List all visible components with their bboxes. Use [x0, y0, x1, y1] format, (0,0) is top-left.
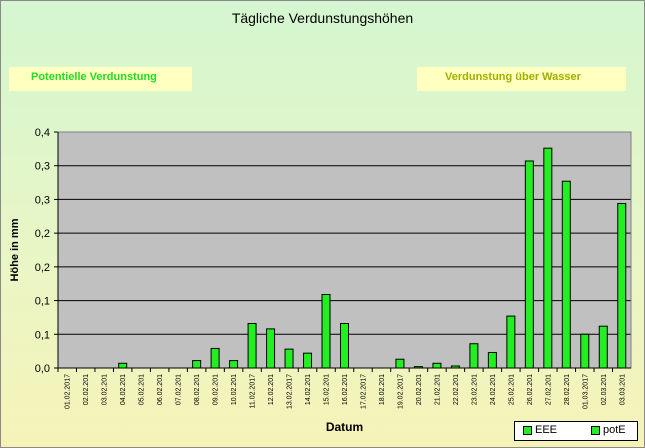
x-tick-label: 06.02.201 — [157, 374, 164, 405]
bar-pote — [617, 202, 627, 369]
panel-potential-evaporation: Potentielle Verdunstung — [9, 67, 192, 91]
x-tick-label: 04.02.201 — [120, 374, 127, 405]
x-tick-label: 27.02.201 — [545, 374, 552, 405]
bar-pote — [321, 294, 331, 369]
bar-pote — [487, 351, 497, 369]
y-tick-label: 0,3 — [35, 194, 50, 206]
bar-pote — [561, 180, 571, 369]
bar-pote — [395, 358, 405, 369]
x-tick-label: 15.02.201 — [324, 374, 331, 405]
legend-label-pote: potE — [603, 424, 626, 436]
x-tick-label: 20.02.201 — [416, 374, 423, 405]
bar-pote — [469, 343, 479, 369]
x-tick-label: 22.02.201 — [453, 374, 460, 405]
x-tick-label: 03.02.201 — [102, 374, 109, 405]
bars — [118, 147, 627, 369]
legend-swatch-eee — [523, 426, 532, 435]
x-tick-label: 09.02.201 — [213, 374, 220, 405]
x-tick-label: 21.02.201 — [434, 374, 441, 405]
x-tick-label: 24.02.201 — [490, 374, 497, 405]
bar-pote — [303, 352, 313, 369]
y-tick-label: 0,2 — [35, 262, 50, 274]
bar-pote — [506, 315, 516, 369]
bar-pote — [524, 160, 534, 369]
x-tick-label: 19.02.2017 — [397, 374, 404, 409]
x-tick-label: 03.03.201 — [619, 374, 626, 405]
x-tick-label: 16.02.201 — [342, 374, 349, 405]
bar-pote — [210, 347, 220, 369]
bar-pote — [229, 360, 239, 369]
x-tick-label: 25.02.201 — [508, 374, 515, 405]
bar-pote — [192, 360, 202, 369]
bar-pote — [543, 147, 553, 369]
bar-pote — [247, 322, 257, 369]
y-tick-label: 0,1 — [35, 296, 50, 308]
legend-label-eee: EEE — [535, 424, 558, 436]
bar-pote — [266, 328, 276, 369]
x-tick-label: 14.02.201 — [305, 374, 312, 405]
legend-swatch-pote — [591, 426, 600, 435]
x-tick-label: 23.02.201 — [471, 374, 478, 405]
x-tick-label: 13.02.2017 — [287, 374, 294, 409]
x-tick-labels: 01.02.2017 02.02.201 03.02.201 04.02.201 05.… — [57, 368, 626, 409]
y-tick-label: 0,2 — [35, 228, 50, 240]
bar-pote — [340, 322, 349, 369]
legend: EEE potE — [514, 421, 638, 441]
bar-pote — [432, 362, 442, 369]
bar-pote — [580, 333, 590, 369]
x-tick-label: 11.02.2017 — [250, 374, 257, 409]
bar-pote — [598, 325, 608, 369]
x-tick-label: 02.03.201 — [601, 374, 608, 405]
x-tick-label: 01.02.2017 — [65, 374, 72, 409]
x-tick-label: 26.02.201 — [527, 374, 534, 405]
x-axis-label: Datum — [326, 420, 363, 434]
y-axis-label: Höhe in mm — [9, 218, 21, 281]
y-tick-label: 0,4 — [35, 127, 50, 139]
bar-pote — [284, 348, 294, 369]
x-tick-label: 28.02.201 — [564, 374, 571, 405]
y-tick-labels: 0,0 0,1 0,1 0,2 0,2 0,3 0,3 0,4 — [35, 127, 50, 375]
bar-pote — [118, 362, 128, 369]
x-tick-label: 12.02.201 — [268, 374, 275, 405]
x-tick-label: 08.02.201 — [194, 374, 201, 405]
x-tick-label: 10.02.201 — [231, 374, 238, 405]
x-tick-label: 01.03.2017 — [582, 374, 589, 409]
panel-water-evaporation: Verdunstung über Wasser — [417, 67, 626, 91]
y-tick-label: 0,0 — [35, 363, 50, 375]
chart-title: Tägliche Verdunstungshöhen — [231, 10, 414, 26]
x-tick-label: 18.02.201 — [379, 374, 386, 405]
x-tick-label: 07.02.201 — [176, 374, 183, 405]
axes — [57, 131, 632, 369]
x-tick-label: 05.02.201 — [139, 374, 146, 405]
x-tick-label: 17.02.2017 — [360, 374, 367, 409]
x-tick-label: 02.02.201 — [83, 374, 90, 405]
y-tick-label: 0,3 — [35, 161, 50, 173]
y-tick-label: 0,1 — [35, 329, 50, 341]
